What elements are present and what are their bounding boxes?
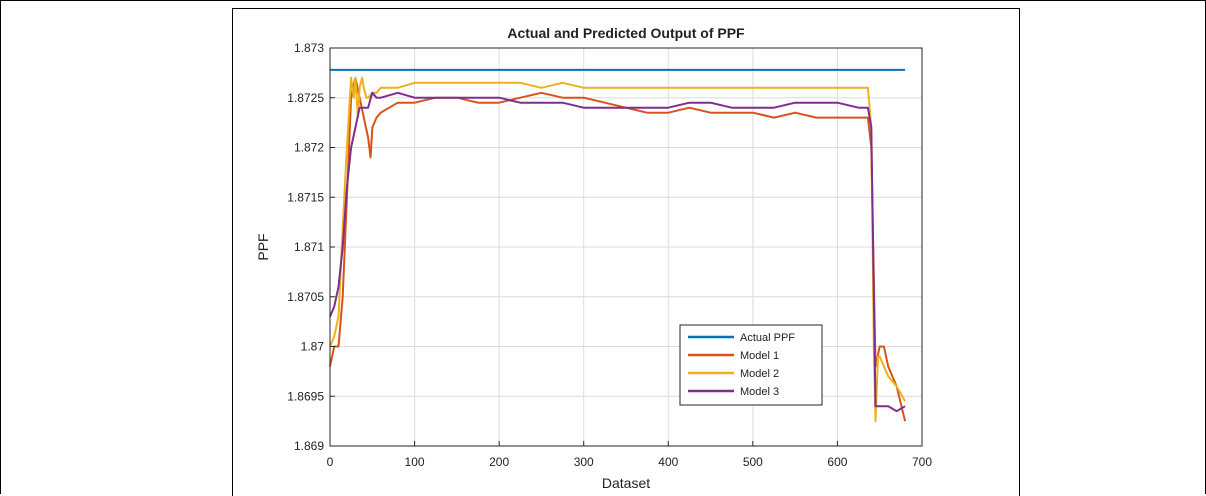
x-tick-label: 200 [489, 455, 509, 469]
legend-label-model-2: Model 2 [740, 368, 779, 380]
legend-label-model-1: Model 1 [740, 350, 779, 362]
y-tick-label: 1.87 [301, 340, 325, 354]
x-axis-label: Dataset [602, 475, 650, 491]
y-tick-label: 1.872 [294, 141, 324, 155]
y-tick-label: 1.8695 [287, 389, 324, 403]
chart-title: Actual and Predicted Output of PPF [507, 25, 745, 41]
legend: Actual PPF Model 1 Model 2 Model 3 [679, 324, 823, 406]
x-tick-label: 600 [827, 455, 847, 469]
y-tick-label: 1.869 [294, 439, 324, 453]
y-tick-label: 1.8715 [287, 190, 324, 204]
legend-label-actual-ppf: Actual PPF [740, 332, 795, 344]
x-tick-label: 700 [912, 455, 932, 469]
legend-label-model-3: Model 3 [740, 386, 779, 398]
x-tick-label: 0 [327, 455, 334, 469]
y-tick-label: 1.8725 [287, 91, 324, 105]
series-layer [329, 68, 907, 423]
y-tick-label: 1.871 [294, 240, 324, 254]
y-tick-label: 1.8705 [287, 290, 324, 304]
x-tick-label: 500 [743, 455, 763, 469]
x-tick-label: 400 [658, 455, 678, 469]
axis-ticks: 0 100 200 300 400 500 600 700 1.869 1.8695 1.87 1.8… [287, 41, 932, 469]
x-tick-label: 300 [574, 455, 594, 469]
y-axis-label: PPF [255, 233, 271, 260]
x-tick-label: 100 [405, 455, 425, 469]
y-tick-label: 1.873 [294, 41, 324, 55]
series-line-model-3 [329, 91, 906, 413]
